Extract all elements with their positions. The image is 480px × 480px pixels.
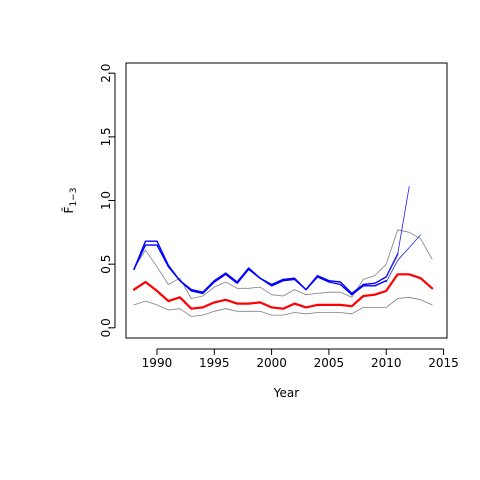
- series-line-retrospective-4: [385, 234, 422, 283]
- series-line-retrospective-3: [385, 186, 410, 278]
- y-axis-title-main: F̄: [62, 206, 76, 213]
- y-tick-label: 1.0: [99, 191, 113, 210]
- series-line-estimate: [132, 273, 434, 310]
- y-axis: 0.0 0.5 1.0 1.5 2.0: [99, 64, 116, 337]
- y-axis-title-subscript: 1−3: [69, 188, 79, 207]
- series-layer: [132, 186, 434, 317]
- x-tick-label: 2015: [428, 356, 459, 370]
- y-tick-label: 0.5: [99, 255, 113, 274]
- x-tick-label: 2005: [314, 356, 345, 370]
- x-axis-title: Year: [273, 386, 299, 400]
- y-tick-label: 2.0: [99, 64, 113, 83]
- x-axis: 1990 1995 2000 2005 2010 2015: [142, 348, 459, 370]
- y-axis-title: F̄1−3: [62, 188, 79, 214]
- y-tick-label: 1.5: [99, 127, 113, 146]
- x-tick-label: 1990: [142, 356, 173, 370]
- x-tick-label: 2000: [256, 356, 287, 370]
- x-tick-label: 1995: [199, 356, 230, 370]
- series-line-lower-bound: [133, 296, 433, 317]
- x-tick-label: 2010: [371, 356, 402, 370]
- series-line-retrospective-2: [133, 244, 387, 296]
- plot-frame: [125, 62, 448, 339]
- y-tick-label: 0.0: [99, 318, 113, 337]
